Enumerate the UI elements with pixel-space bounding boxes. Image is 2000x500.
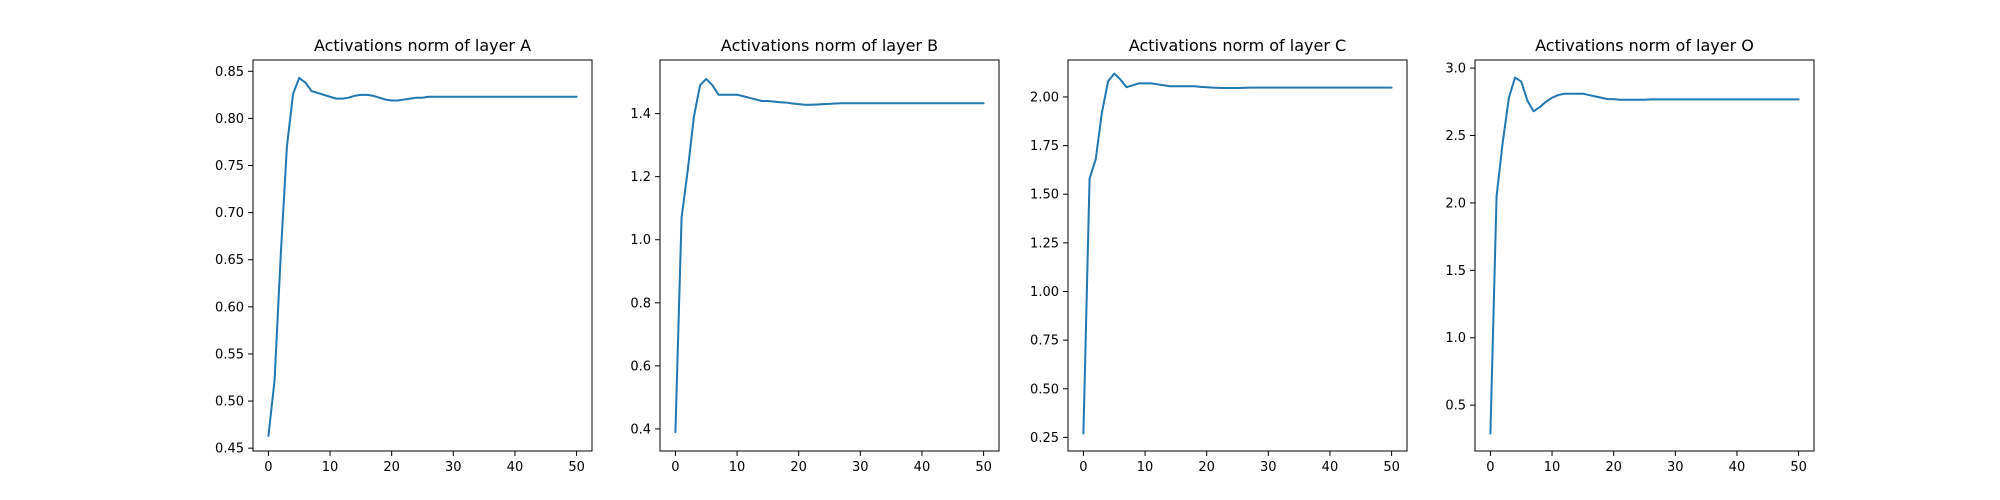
y-tick-label: 0.85 bbox=[215, 65, 244, 80]
chart-title: Activations norm of layer O bbox=[1535, 36, 1754, 55]
x-tick-label: 40 bbox=[507, 460, 524, 475]
x-tick-label: 50 bbox=[1790, 460, 1807, 475]
y-tick-label: 1.50 bbox=[1030, 188, 1059, 203]
x-tick-label: 20 bbox=[1198, 460, 1215, 475]
x-tick-label: 40 bbox=[914, 460, 931, 475]
axis-ticks: 0 10 20 30 40 50 0.4 0.6 0.8 1.0 1.2 1.4 bbox=[630, 107, 992, 475]
y-tick-label: 1.00 bbox=[1030, 285, 1059, 300]
y-tick-label: 0.5 bbox=[1445, 399, 1466, 414]
series-line bbox=[1082, 72, 1393, 435]
y-tick-label: 0.55 bbox=[215, 347, 244, 362]
x-tick-label: 50 bbox=[1383, 460, 1400, 475]
x-tick-label: 20 bbox=[790, 460, 807, 475]
y-tick-label: 0.80 bbox=[215, 112, 244, 127]
y-tick-label: 2.00 bbox=[1030, 90, 1059, 105]
y-tick-label: 0.25 bbox=[1030, 431, 1059, 446]
x-tick-label: 10 bbox=[322, 460, 339, 475]
x-tick-label: 40 bbox=[1322, 460, 1339, 475]
x-tick-label: 10 bbox=[729, 460, 746, 475]
chart-title: Activations norm of layer C bbox=[1129, 36, 1346, 55]
chart-panel-o: Activations norm of layer O 0 10 20 30 40 500… bbox=[1445, 36, 1815, 475]
axes-frame bbox=[252, 59, 593, 452]
x-tick-label: 30 bbox=[1667, 460, 1684, 475]
axis-ticks: 0 10 20 30 40 50 0.45 0.50 0.55 0.60 0.65 0.70 0.75 0… bbox=[215, 65, 585, 475]
chart-panel-b: Activations norm of layer B 0 10 20 30 40 500… bbox=[630, 36, 1000, 475]
y-tick-label: 1.0 bbox=[1445, 331, 1466, 346]
x-tick-label: 30 bbox=[1260, 460, 1277, 475]
chart-panel-c: Activations norm of layer C 0 10 20 30 40 500… bbox=[1030, 36, 1408, 475]
chart-panel-a: Activations norm of layer A 0 10 20 30 40 500… bbox=[215, 36, 593, 475]
axis-ticks: 0 10 20 30 40 50 0.5 1.0 1.5 2.0 2.5 3.0 bbox=[1445, 62, 1807, 475]
x-tick-label: 0 bbox=[1486, 460, 1494, 475]
chart-title: Activations norm of layer B bbox=[721, 36, 938, 55]
y-tick-label: 0.6 bbox=[630, 359, 651, 374]
y-tick-label: 1.75 bbox=[1030, 139, 1059, 154]
x-tick-label: 40 bbox=[1729, 460, 1746, 475]
x-tick-label: 10 bbox=[1137, 460, 1154, 475]
x-tick-label: 50 bbox=[975, 460, 992, 475]
y-tick-label: 0.45 bbox=[215, 442, 244, 457]
y-tick-label: 0.50 bbox=[215, 395, 244, 410]
y-tick-label: 1.0 bbox=[630, 233, 651, 248]
y-tick-label: 3.0 bbox=[1445, 62, 1466, 77]
x-tick-label: 20 bbox=[383, 460, 400, 475]
x-tick-label: 10 bbox=[1544, 460, 1561, 475]
y-tick-label: 1.5 bbox=[1445, 264, 1466, 279]
y-tick-label: 2.5 bbox=[1445, 129, 1466, 144]
y-tick-label: 0.65 bbox=[215, 253, 244, 268]
x-tick-label: 20 bbox=[1605, 460, 1622, 475]
x-tick-label: 50 bbox=[568, 460, 585, 475]
y-tick-label: 0.75 bbox=[1030, 334, 1059, 349]
y-tick-label: 0.75 bbox=[215, 159, 244, 174]
y-tick-label: 0.50 bbox=[1030, 382, 1059, 397]
y-tick-label: 0.4 bbox=[630, 422, 651, 437]
series-line bbox=[267, 76, 578, 437]
x-tick-label: 0 bbox=[264, 460, 272, 475]
series-line bbox=[1489, 76, 1800, 435]
y-tick-label: 2.0 bbox=[1445, 196, 1466, 211]
axes-frame bbox=[1067, 59, 1408, 452]
y-tick-label: 1.4 bbox=[630, 107, 651, 122]
y-tick-label: 0.8 bbox=[630, 296, 651, 311]
axes-frame bbox=[1474, 59, 1815, 452]
y-tick-label: 1.2 bbox=[630, 170, 651, 185]
chart-title: Activations norm of layer A bbox=[314, 36, 531, 55]
y-tick-label: 1.25 bbox=[1030, 236, 1059, 251]
x-tick-label: 0 bbox=[1079, 460, 1087, 475]
y-tick-label: 0.60 bbox=[215, 300, 244, 315]
x-tick-label: 30 bbox=[852, 460, 869, 475]
series-line bbox=[674, 77, 985, 434]
axes-frame bbox=[659, 59, 1000, 452]
x-tick-label: 0 bbox=[671, 460, 679, 475]
y-tick-label: 0.70 bbox=[215, 206, 244, 221]
x-tick-label: 30 bbox=[445, 460, 462, 475]
axis-ticks: 0 10 20 30 40 50 0.25 0.50 0.75 1.00 1.25 1.50 1.75 2… bbox=[1030, 90, 1400, 475]
